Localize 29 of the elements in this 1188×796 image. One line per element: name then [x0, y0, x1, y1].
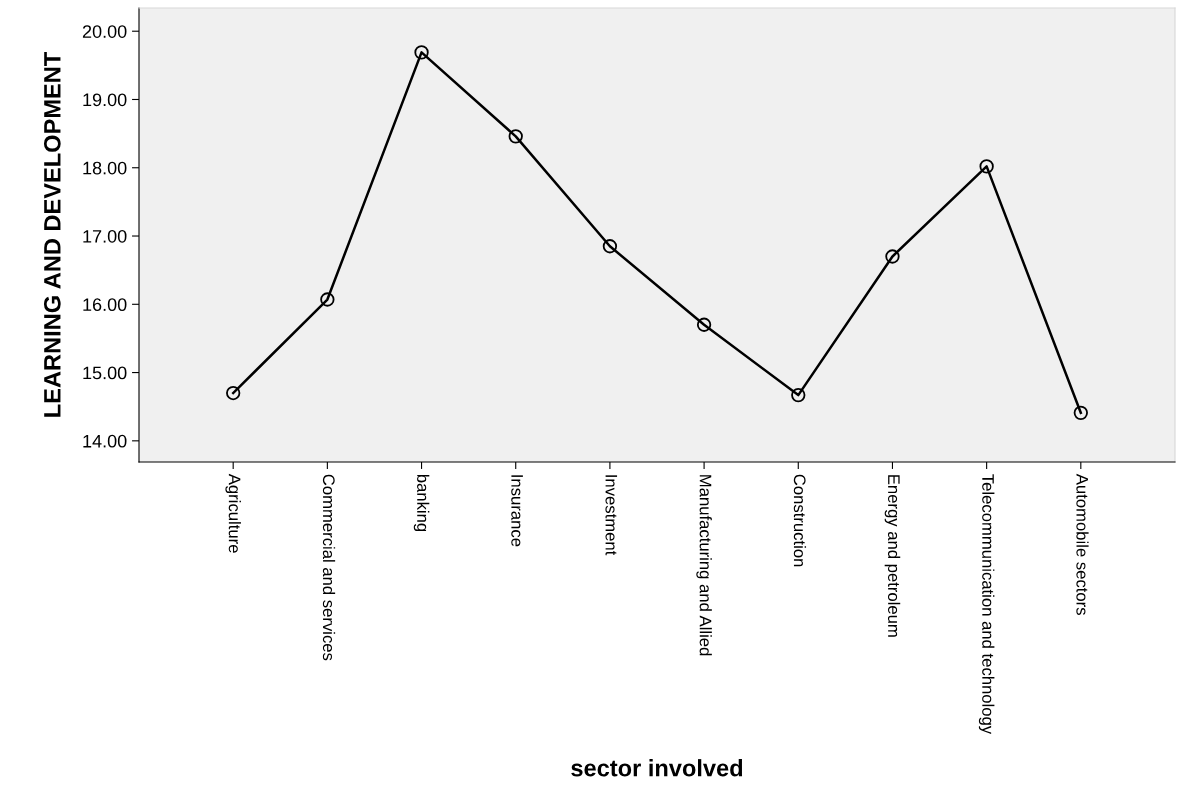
x-tick-label: Telecommunication and technology [978, 474, 995, 735]
point [885, 249, 900, 264]
y-tick-label: 17.00 [83, 229, 127, 243]
x-tick-label: Energy and petroleum [884, 475, 901, 637]
point [979, 159, 994, 174]
point [508, 129, 523, 144]
y-tick-label: 18.00 [83, 161, 127, 175]
y-tick-label: 19.00 [83, 93, 127, 107]
x-tick-label: Automobile sectors [1076, 473, 1089, 615]
x-tick-label: Insurance [511, 475, 523, 547]
y-axis-title: LEARNING AND DEVELOPMENT [43, 52, 61, 417]
point [696, 317, 712, 332]
y-tick-label: 20.00 [82, 25, 127, 38]
x-tick-label: Construction [793, 474, 807, 567]
point [1073, 405, 1088, 420]
point [791, 387, 806, 403]
x-tick-label: Investment [605, 475, 618, 556]
point [414, 45, 429, 60]
x-tick-label: Commercial and services [322, 474, 336, 661]
x-tick-label: Agriculture [225, 473, 241, 553]
x-tick-label: banking [413, 474, 430, 532]
x-axis-title: sector involved [571, 759, 743, 777]
y-tick-label: 16.00 [83, 298, 127, 312]
x-tick-label: Manufacturing and Allied [696, 475, 712, 656]
point [602, 239, 618, 254]
y-tick-label: 15.00 [83, 366, 127, 380]
point [320, 292, 335, 307]
point [226, 385, 241, 401]
y-tick-label: 14.00 [83, 434, 127, 448]
